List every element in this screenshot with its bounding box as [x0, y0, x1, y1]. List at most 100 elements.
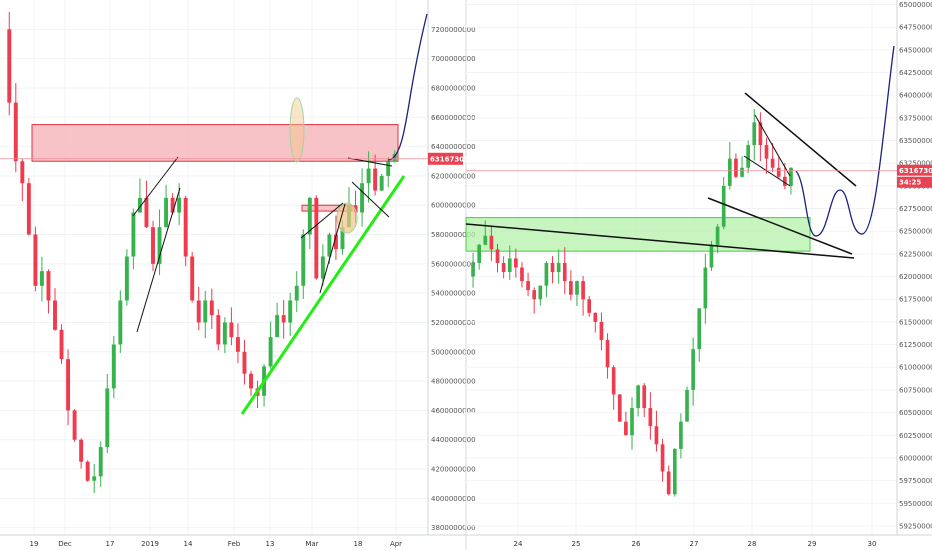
right-candle-body: [538, 285, 543, 300]
right-candle-body: [526, 281, 530, 291]
left-candle: [170, 193, 175, 215]
left-candle-body: [294, 285, 299, 301]
left-candle-body: [177, 197, 182, 213]
left-candle-body: [26, 183, 31, 235]
right-date-label: 30: [868, 540, 877, 548]
left-price-tick-label: 4800000000: [431, 378, 476, 386]
left-candle-body: [333, 234, 338, 250]
left-candle: [235, 323, 240, 364]
right-candle: [483, 220, 488, 246]
left-candle: [249, 370, 253, 396]
right-candle-body: [776, 167, 781, 177]
right-date-label: 28: [748, 540, 757, 548]
left-candle-body: [268, 337, 273, 367]
right-candle: [593, 312, 598, 333]
right-candle: [770, 143, 775, 173]
left-candle-body: [111, 344, 116, 389]
right-candle: [526, 272, 530, 297]
left-candle: [124, 249, 129, 306]
right-candle-body: [514, 258, 518, 268]
right-candle-body: [697, 308, 702, 350]
left-candle: [20, 158, 25, 202]
left-candle-body: [366, 168, 371, 184]
left-uptrend-green: [240, 175, 406, 415]
right-price-tick-label: 5975000000: [899, 477, 932, 485]
right-candle: [569, 270, 573, 301]
right-candle-body: [611, 367, 616, 395]
right-candle: [624, 411, 628, 436]
left-candle-body: [33, 234, 38, 286]
left-price-tick-label: 4000000000: [431, 495, 476, 503]
left-candle-body: [105, 388, 110, 448]
right-candle: [685, 386, 689, 422]
left-candle-body: [203, 300, 208, 323]
right-support-zone: [465, 217, 811, 252]
left-price-tick-label: 6000000000: [431, 202, 476, 210]
left-candle: [46, 269, 51, 314]
left-candle: [360, 168, 365, 227]
left-trendline-3: [300, 202, 344, 239]
right-candle: [636, 384, 640, 417]
right-candle-body: [782, 176, 787, 186]
right-candle-body: [483, 235, 488, 245]
right-candle: [660, 438, 665, 482]
right-price-tick-label: 6400000000: [899, 92, 932, 100]
right-candle: [758, 112, 763, 162]
right-zones: [465, 217, 811, 252]
right-candle: [538, 285, 543, 306]
left-candle: [229, 307, 234, 346]
left-candle-body: [92, 476, 97, 481]
right-candle-body: [550, 262, 555, 273]
right-candle-body: [495, 249, 500, 263]
left-candle-body: [151, 227, 155, 264]
left-candle-body: [137, 197, 142, 213]
left-price-tick-label: 5200000000: [431, 319, 476, 327]
left-candle-body: [340, 227, 345, 250]
left-date-label: 14: [184, 540, 193, 548]
left-candle: [203, 290, 208, 339]
right-candle-body: [544, 262, 549, 286]
right-candle: [489, 226, 494, 261]
left-candle: [307, 196, 312, 250]
left-candle: [183, 195, 188, 267]
left-price-tick-label: 4600000000: [431, 407, 476, 415]
left-date-label: 2019: [141, 540, 159, 548]
left-candle: [222, 317, 227, 354]
left-candle-body: [392, 153, 397, 162]
left-candle-body: [124, 256, 129, 301]
right-candle: [752, 108, 757, 161]
left-candle-body: [216, 315, 221, 345]
right-price-badge-text: 6316730509$: [899, 167, 932, 175]
left-candle-body: [288, 300, 293, 323]
right-candle-body: [654, 426, 659, 445]
right-price-tick-label: 5925000000: [899, 522, 932, 530]
right-date-axis: 24 25 26 27 28 29 30: [514, 540, 877, 548]
left-wedge-bottom: [351, 181, 390, 218]
left-candle: [288, 292, 293, 336]
right-candle-body: [605, 340, 610, 368]
left-candle: [72, 409, 77, 442]
right-candle: [611, 365, 616, 410]
right-candle: [721, 176, 726, 230]
right-candle-body: [507, 258, 512, 273]
left-candle: [7, 11, 12, 116]
left-candle-body: [79, 439, 84, 462]
right-date-label: 26: [632, 540, 641, 548]
left-candle-body: [235, 337, 240, 352]
left-candle: [13, 82, 18, 173]
right-candle: [599, 312, 604, 351]
left-candle-body: [360, 183, 365, 213]
left-candle: [157, 209, 162, 276]
left-candle: [164, 184, 169, 228]
left-candle-body: [281, 315, 286, 323]
left-annotations: [132, 13, 428, 415]
right-price-axis: 5925000000 5950000000 5975000000 6000000000…: [896, 0, 932, 535]
left-candle-body: [72, 410, 77, 440]
right-candle-body: [685, 389, 689, 422]
left-resistance-zone: [31, 124, 399, 162]
right-price-tick-label: 6500000000: [899, 1, 932, 9]
right-price-tick-label: 6475000000: [899, 24, 932, 32]
left-candle-body: [196, 300, 201, 323]
left-candle-body: [144, 197, 149, 228]
right-flag-top: [754, 114, 791, 177]
